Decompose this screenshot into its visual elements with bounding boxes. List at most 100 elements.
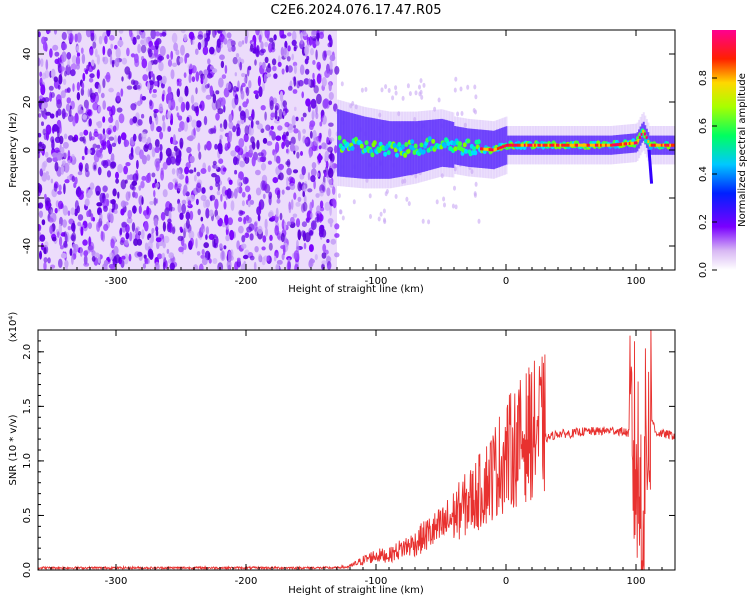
- noise-speckle: [310, 47, 314, 56]
- noise-speckle: [205, 208, 210, 219]
- noise-speckle: [109, 161, 116, 170]
- signal-peak: [623, 142, 626, 146]
- signal-peak: [611, 143, 614, 147]
- signal-scatter: [466, 84, 470, 90]
- noise-speckle: [227, 135, 230, 142]
- noise-speckle: [140, 30, 146, 39]
- noise-speckle: [256, 139, 260, 150]
- noise-speckle: [223, 200, 227, 210]
- signal-halo: [416, 111, 419, 184]
- noise-speckle: [241, 200, 245, 207]
- signal-spike: [647, 149, 654, 184]
- noise-speckle: [241, 243, 247, 249]
- noise-speckle: [177, 185, 182, 192]
- noise-speckle: [111, 60, 115, 68]
- signal-peak: [635, 141, 638, 145]
- signal-peak: [603, 143, 606, 147]
- noise-speckle: [71, 254, 74, 265]
- signal-peak: [486, 147, 489, 151]
- signal-peak: [571, 143, 574, 147]
- noise-speckle: [260, 105, 266, 111]
- noise-speckle: [40, 58, 44, 67]
- noise-speckle: [158, 61, 164, 72]
- noise-speckle: [69, 69, 76, 77]
- noise-speckle: [278, 108, 283, 120]
- noise-speckle: [173, 42, 179, 52]
- signal-scatter: [474, 94, 478, 100]
- signal-peak: [529, 143, 531, 147]
- signal-peak: [600, 143, 602, 147]
- noise-speckle: [96, 202, 103, 207]
- noise-speckle: [274, 187, 281, 196]
- noise-speckle: [288, 85, 293, 91]
- noise-speckle: [272, 177, 279, 184]
- signal-peak: [672, 143, 675, 147]
- noise-speckle: [230, 200, 235, 212]
- noise-speckle: [260, 41, 264, 50]
- noise-speckle: [237, 80, 240, 91]
- signal-band: [354, 114, 357, 178]
- noise-speckle: [177, 115, 183, 121]
- noise-speckle: [315, 49, 318, 60]
- signal-peak: [498, 146, 501, 150]
- signal-peak: [579, 143, 582, 147]
- x-tick-label: -100: [365, 276, 388, 287]
- noise-speckle: [141, 96, 147, 101]
- signal-scatter: [405, 196, 409, 202]
- signal-core: [383, 151, 388, 157]
- noise-speckle: [262, 61, 266, 70]
- noise-speckle: [171, 151, 176, 158]
- noise-speckle: [189, 155, 195, 164]
- signal-scatter: [421, 218, 425, 224]
- noise-speckle: [102, 142, 107, 150]
- noise-speckle: [316, 213, 320, 222]
- noise-speckle: [146, 205, 150, 215]
- noise-speckle: [160, 167, 164, 175]
- noise-speckle: [79, 164, 83, 173]
- signal-halo: [354, 104, 357, 188]
- noise-speckle: [93, 131, 99, 138]
- noise-speckle: [196, 251, 201, 256]
- noise-speckle: [141, 229, 145, 240]
- noise-speckle: [319, 31, 324, 39]
- signal-scatter: [473, 192, 477, 198]
- noise-speckle: [226, 40, 232, 50]
- signal-peak: [552, 143, 555, 147]
- signal-halo: [405, 111, 408, 186]
- signal-track: [335, 76, 675, 225]
- noise-speckle: [207, 165, 211, 173]
- noise-speckle: [239, 160, 243, 167]
- noise-speckle: [171, 32, 178, 44]
- noise-speckle: [238, 41, 243, 48]
- signal-scatter: [472, 108, 476, 113]
- noise-speckle: [54, 161, 59, 172]
- noise-speckle: [131, 180, 138, 186]
- noise-speckle: [51, 236, 57, 242]
- noise-speckle: [205, 30, 210, 38]
- noise-speckle: [303, 78, 310, 85]
- noise-speckle: [204, 144, 207, 151]
- noise-speckle: [257, 75, 261, 87]
- snr-x-ticks: -300 -200 -100 0 100: [50, 330, 676, 587]
- noise-speckle: [179, 56, 184, 64]
- signal-peak: [578, 143, 580, 147]
- noise-speckle: [266, 73, 272, 78]
- noise-speckle: [326, 239, 330, 243]
- noise-speckle: [89, 48, 94, 56]
- noise-speckle: [159, 150, 163, 161]
- noise-speckle: [76, 92, 81, 101]
- noise-speckle: [178, 127, 182, 132]
- noise-speckle: [301, 221, 307, 228]
- signal-peak: [655, 143, 658, 147]
- noise-speckle: [328, 92, 334, 100]
- noise-speckle: [82, 72, 86, 82]
- signal-halo: [352, 103, 355, 188]
- signal-core: [404, 142, 409, 147]
- noise-speckle: [307, 172, 311, 181]
- noise-speckle: [300, 116, 304, 122]
- noise-speckle: [88, 236, 91, 247]
- noise-speckle: [162, 242, 166, 249]
- noise-speckle: [324, 150, 330, 162]
- signal-peak: [627, 142, 629, 146]
